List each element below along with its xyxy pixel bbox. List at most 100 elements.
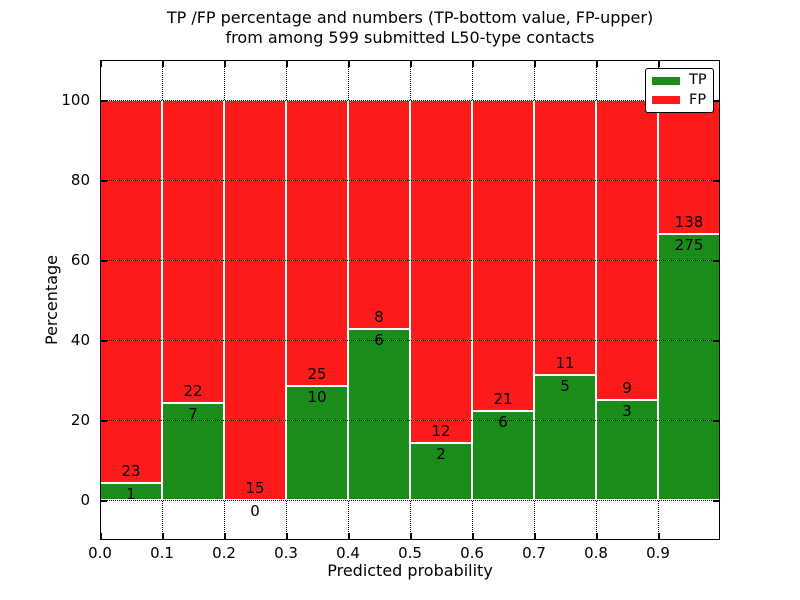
tp-bar — [410, 442, 472, 500]
legend-entry: TP — [652, 72, 707, 90]
fp-count-label: 15 — [245, 479, 265, 497]
x-tick-label: 0.9 — [646, 544, 670, 562]
y-axis-tick — [100, 340, 107, 342]
fp-count-label: 9 — [622, 379, 632, 397]
legend-label: TP — [689, 72, 707, 89]
tp-bar — [534, 375, 596, 500]
chart-title-line-1: TP /FP percentage and numbers (TP-bottom… — [166, 8, 654, 27]
horizontal-gridline — [100, 260, 720, 261]
legend-entry: FP — [652, 91, 707, 109]
y-axis-tick — [100, 180, 107, 182]
y-tick-label: 80 — [70, 171, 90, 189]
y-axis-tick — [100, 420, 107, 422]
tp-count-label: 3 — [622, 402, 632, 420]
horizontal-gridline — [100, 340, 720, 341]
fp-count-label: 25 — [307, 364, 327, 383]
y-tick-label: 60 — [70, 251, 90, 269]
tp-bar — [596, 400, 658, 500]
fp-count-label: 8 — [374, 307, 384, 326]
fp-bar — [224, 100, 286, 500]
fp-bar — [286, 100, 348, 386]
y-tick-label: 40 — [70, 331, 90, 349]
y-axis-tick-right — [713, 180, 720, 182]
x-tick-label: 0.7 — [522, 544, 546, 562]
x-axis-label: Predicted probability — [327, 561, 493, 580]
x-axis-tick-top — [286, 60, 288, 67]
legend-color-swatch-fp — [652, 96, 680, 105]
x-axis-tick — [100, 533, 102, 540]
tp-count-label: 5 — [560, 377, 570, 395]
y-axis-tick — [100, 260, 107, 262]
y-axis-tick — [100, 500, 107, 502]
fp-bar — [534, 100, 596, 375]
fp-count-label: 138 — [674, 212, 704, 231]
tp-count-label: 6 — [374, 330, 384, 349]
fp-bar — [100, 100, 162, 484]
x-tick-label: 0.8 — [584, 544, 608, 562]
x-axis-tick-top — [658, 60, 660, 67]
x-axis-tick — [162, 533, 164, 540]
y-tick-label: 0 — [80, 491, 90, 509]
tp-bar — [162, 403, 224, 500]
x-axis-tick-top — [472, 60, 474, 67]
y-axis-tick-right — [713, 500, 720, 502]
tp-bar — [658, 233, 720, 500]
x-axis-tick-top — [596, 60, 598, 67]
y-axis-tick-right — [713, 340, 720, 342]
tp-count-label: 0 — [250, 502, 260, 520]
x-axis-tick-top — [348, 60, 350, 67]
x-axis-tick — [410, 533, 412, 540]
y-axis-tick-right — [713, 100, 720, 102]
tp-bar — [472, 411, 534, 500]
fp-count-label: 22 — [183, 382, 203, 401]
x-tick-label: 0.1 — [150, 544, 174, 562]
x-axis-tick — [224, 533, 226, 540]
x-axis-tick-top — [162, 60, 164, 67]
tp-bar — [286, 385, 348, 500]
x-axis-tick — [286, 533, 288, 540]
tp-count-label: 10 — [307, 387, 327, 406]
x-axis-tick — [658, 533, 660, 540]
x-axis-tick — [472, 533, 474, 540]
x-axis-tick-top — [100, 60, 102, 67]
tp-bar — [348, 328, 410, 500]
x-axis-tick — [348, 533, 350, 540]
fp-bar — [596, 100, 658, 400]
x-axis-tick — [534, 533, 536, 540]
x-tick-label: 0.2 — [212, 544, 236, 562]
x-tick-label: 0.0 — [88, 544, 112, 562]
tp-count-label: 6 — [498, 413, 508, 432]
x-tick-label: 0.4 — [336, 544, 360, 562]
horizontal-gridline — [100, 180, 720, 181]
tp-count-label: 275 — [674, 235, 704, 254]
y-tick-label: 20 — [70, 411, 90, 429]
x-axis-tick-top — [534, 60, 536, 67]
fp-bar — [348, 100, 410, 329]
horizontal-gridline — [100, 100, 720, 101]
y-axis-tick — [100, 100, 107, 102]
plot-area: 23 1 22 7 15 0 25 10 8 6 12 2 21 6 11 5 9 3 138 275 TP FP — [100, 60, 720, 540]
horizontal-gridline — [100, 500, 720, 501]
fp-bar — [472, 100, 534, 412]
legend: TP FP — [645, 68, 714, 113]
legend-color-swatch-tp — [652, 76, 680, 85]
x-tick-label: 0.3 — [274, 544, 298, 562]
x-axis-tick-top — [410, 60, 412, 67]
x-tick-label: 0.5 — [398, 544, 422, 562]
horizontal-gridline — [100, 420, 720, 421]
y-axis-tick-right — [713, 420, 720, 422]
legend-label: FP — [689, 91, 707, 108]
fp-count-label: 23 — [121, 462, 141, 481]
fp-bar — [410, 100, 472, 443]
x-axis-tick — [596, 533, 598, 540]
chart-title-line-2: from among 599 submitted L50-type contac… — [225, 28, 595, 47]
x-tick-label: 0.6 — [460, 544, 484, 562]
fp-count-label: 12 — [431, 421, 451, 440]
tp-count-label: 2 — [436, 444, 446, 463]
fp-count-label: 21 — [493, 390, 513, 409]
fp-count-label: 11 — [555, 354, 575, 372]
tp-count-label: 7 — [188, 405, 198, 424]
fp-bar — [162, 100, 224, 404]
x-axis-tick-top — [224, 60, 226, 67]
